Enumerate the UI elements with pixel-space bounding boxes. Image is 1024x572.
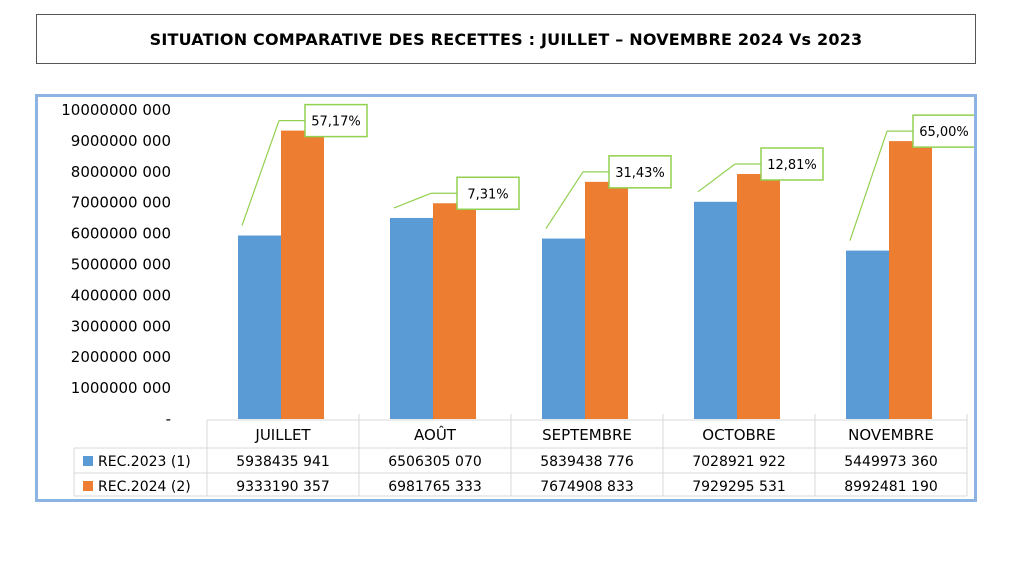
category-label: NOVEMBRE bbox=[848, 426, 934, 444]
annotation-box bbox=[608, 155, 672, 189]
table-cell: 6506305 070 bbox=[388, 454, 482, 470]
category-label: AOÛT bbox=[414, 425, 457, 444]
y-tick-label: 10000000 000 bbox=[61, 101, 171, 119]
chart-title: SITUATION COMPARATIVE DES RECETTES : JUI… bbox=[149, 29, 863, 49]
table-cell: 7028921 922 bbox=[692, 454, 786, 470]
table-cell: 5839438 776 bbox=[540, 454, 634, 470]
y-tick-label: 1000000 000 bbox=[71, 379, 171, 397]
y-tick-label: - bbox=[166, 410, 171, 428]
annotation-leader bbox=[393, 192, 432, 209]
bar-2023 bbox=[846, 250, 889, 419]
legend-label: REC.2024 (2) bbox=[98, 479, 191, 495]
table-cell: 7929295 531 bbox=[692, 479, 786, 495]
y-tick-label: 9000000 000 bbox=[71, 132, 171, 150]
title-box: SITUATION COMPARATIVE DES RECETTES : JUI… bbox=[36, 14, 976, 64]
bar-chart: 10000000 000 9000000 000 8000000 000 700000… bbox=[61, 101, 974, 497]
table-cell: 5938435 941 bbox=[236, 454, 330, 470]
annotation-label: 57,17% bbox=[311, 115, 361, 130]
y-tick-label: 2000000 000 bbox=[71, 348, 171, 366]
y-tick-label: 4000000 000 bbox=[71, 286, 171, 304]
legend-label: REC.2023 (1) bbox=[98, 454, 191, 470]
table-cell: 6981765 333 bbox=[388, 479, 482, 495]
y-tick-label: 3000000 000 bbox=[71, 317, 171, 335]
category-label: SEPTEMBRE bbox=[542, 426, 632, 444]
legend-swatch bbox=[83, 481, 93, 491]
annotation-label: 65,00% bbox=[919, 125, 969, 140]
y-tick-label: 7000000 000 bbox=[71, 194, 171, 212]
annotation-box bbox=[760, 147, 824, 181]
table-cell: 9333190 357 bbox=[236, 479, 330, 495]
table-cell: 8992481 190 bbox=[844, 479, 938, 495]
legend-swatch bbox=[83, 456, 93, 466]
annotation-leader bbox=[849, 130, 888, 241]
bar-2023 bbox=[694, 201, 737, 419]
y-tick-label: 6000000 000 bbox=[71, 225, 171, 243]
annotation-box bbox=[912, 114, 974, 148]
bar-2024 bbox=[889, 141, 932, 419]
bar-2024 bbox=[585, 181, 628, 419]
annotation-label: 7,31% bbox=[467, 187, 508, 202]
category-label: JUILLET bbox=[254, 426, 311, 444]
annotation-label: 12,81% bbox=[767, 158, 817, 173]
annotation-label: 31,43% bbox=[615, 166, 665, 181]
chart-frame: 10000000 000 9000000 000 8000000 000 700000… bbox=[35, 94, 977, 502]
annotation-leader bbox=[241, 120, 280, 226]
category-label: OCTOBRE bbox=[702, 426, 775, 444]
bar-2024 bbox=[281, 130, 324, 419]
annotation-leader bbox=[545, 171, 584, 229]
y-tick-label: 8000000 000 bbox=[71, 163, 171, 181]
bar-2023 bbox=[238, 235, 281, 419]
table-cell: 5449973 360 bbox=[844, 454, 938, 470]
table-cell: 7674908 833 bbox=[540, 479, 634, 495]
y-tick-label: 5000000 000 bbox=[71, 256, 171, 274]
bar-2024 bbox=[433, 203, 476, 419]
annotation-box bbox=[456, 176, 520, 211]
annotation-box bbox=[304, 103, 368, 138]
annotation-leader bbox=[697, 163, 736, 193]
bar-2024 bbox=[737, 173, 780, 419]
bar-2023 bbox=[542, 238, 585, 419]
bar-2023 bbox=[390, 217, 433, 419]
